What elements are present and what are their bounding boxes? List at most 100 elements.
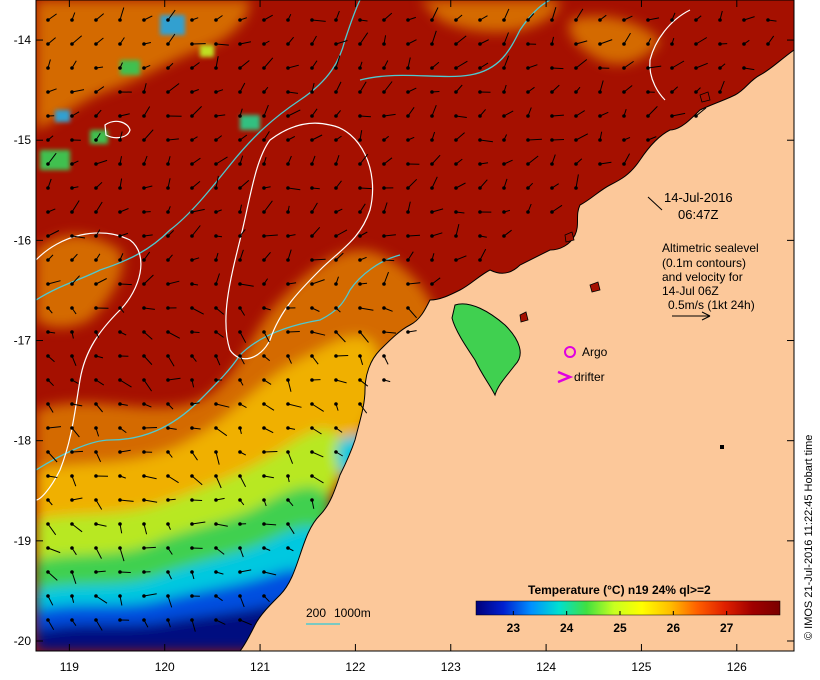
velocity-vector-origin <box>310 402 314 406</box>
velocity-vector-origin <box>46 426 50 430</box>
velocity-vector-origin <box>262 114 266 118</box>
velocity-vector-origin <box>142 474 146 478</box>
velocity-vector <box>575 8 584 21</box>
velocity-vector-origin <box>118 618 122 622</box>
velocity-vector-origin <box>94 546 98 550</box>
velocity-vector-origin <box>550 66 554 70</box>
velocity-vector-origin <box>70 570 74 574</box>
velocity-vector-origin <box>118 162 122 166</box>
velocity-vector-origin <box>430 282 434 286</box>
velocity-vector-origin <box>262 90 266 94</box>
velocity-vector-origin <box>238 258 242 262</box>
velocity-vector-origin <box>46 210 50 214</box>
velocity-vector-origin <box>238 306 242 310</box>
velocity-vector-origin <box>118 354 122 358</box>
velocity-vector <box>575 40 588 45</box>
sea-deep-blue-zone <box>36 603 295 651</box>
velocity-vector-origin <box>454 18 458 22</box>
velocity-vector-origin <box>622 18 626 22</box>
velocity-vector-origin <box>214 210 218 214</box>
velocity-vector-origin <box>94 42 98 46</box>
velocity-vector <box>119 379 132 388</box>
velocity-vector-origin <box>622 42 626 46</box>
velocity-vector-origin <box>190 474 194 478</box>
velocity-vector-origin <box>190 210 194 214</box>
velocity-vector-origin <box>430 210 434 214</box>
velocity-vector-origin <box>310 90 314 94</box>
velocity-vector-origin <box>382 42 386 46</box>
velocity-scale-arrow <box>672 311 711 321</box>
velocity-vector-origin <box>478 90 482 94</box>
velocity-vector-origin <box>694 18 698 22</box>
velocity-vector <box>263 403 275 411</box>
velocity-vector-origin <box>238 618 242 622</box>
velocity-vector <box>695 62 708 69</box>
velocity-vector-origin <box>142 42 146 46</box>
velocity-vector <box>551 139 565 141</box>
velocity-vector-origin <box>262 258 266 262</box>
velocity-vector <box>119 547 125 562</box>
velocity-vector <box>359 153 369 165</box>
velocity-vector <box>359 115 371 118</box>
velocity-vector-origin <box>166 426 170 430</box>
velocity-vector <box>407 282 421 285</box>
velocity-vector-origin <box>166 162 170 166</box>
velocity-vector-origin <box>670 18 674 22</box>
velocity-vector-origin <box>166 210 170 214</box>
velocity-vector-origin <box>382 186 386 190</box>
velocity-vector <box>383 113 396 117</box>
velocity-vector-origin <box>166 330 170 334</box>
velocity-vector-origin <box>142 330 146 334</box>
velocity-vector-origin <box>46 234 50 238</box>
velocity-vector-origin <box>46 186 50 190</box>
velocity-vector-origin <box>166 618 170 622</box>
credit-text: © IMOS 21-Jul-2016 11:22:45 Hobart time <box>803 435 815 640</box>
velocity-vector <box>575 59 588 69</box>
velocity-vector-origin <box>286 42 290 46</box>
velocity-vector-origin <box>46 42 50 46</box>
velocity-vector-origin <box>430 42 434 46</box>
velocity-vector-origin <box>46 90 50 94</box>
velocity-vector-origin <box>358 354 362 358</box>
velocity-vector <box>311 475 324 484</box>
velocity-vector-origin <box>526 138 530 142</box>
velocity-vector <box>311 331 326 336</box>
velocity-vector-origin <box>190 378 194 382</box>
velocity-vector <box>311 226 321 237</box>
velocity-vector <box>239 41 252 45</box>
velocity-vector-origin <box>118 18 122 22</box>
velocity-vector <box>431 30 437 45</box>
velocity-vector <box>335 379 347 384</box>
velocity-vector-origin <box>310 498 314 502</box>
velocity-vector <box>95 595 108 604</box>
velocity-vector-origin <box>358 90 362 94</box>
velocity-vector-origin <box>166 138 170 142</box>
velocity-vector-origin <box>214 186 218 190</box>
velocity-vector-origin <box>358 330 362 334</box>
velocity-vector <box>263 57 274 69</box>
velocity-vector <box>383 271 389 285</box>
velocity-vector <box>167 377 181 381</box>
velocity-vector-origin <box>406 42 410 46</box>
velocity-vector <box>527 155 539 165</box>
velocity-vector-origin <box>742 18 746 22</box>
velocity-vector <box>551 7 557 21</box>
altimetry-line-2: (0.1m contours) <box>662 256 746 270</box>
islands <box>519 91 711 323</box>
velocity-vector-origin <box>262 42 266 46</box>
velocity-vector <box>503 55 510 69</box>
velocity-vector-origin <box>190 42 194 46</box>
velocity-vector-origin <box>190 426 194 430</box>
velocity-vector-origin <box>646 42 650 46</box>
velocity-vector-origin <box>598 162 602 166</box>
velocity-vector <box>695 107 707 117</box>
lon-tick-label: 126 <box>727 660 747 674</box>
velocity-vector-origin <box>286 306 290 310</box>
velocity-vector <box>383 234 396 237</box>
velocity-vector <box>71 235 86 239</box>
velocity-vector <box>623 32 631 45</box>
velocity-vector-origin <box>94 402 98 406</box>
velocity-vector <box>167 33 176 45</box>
velocity-vector-origin <box>286 258 290 262</box>
